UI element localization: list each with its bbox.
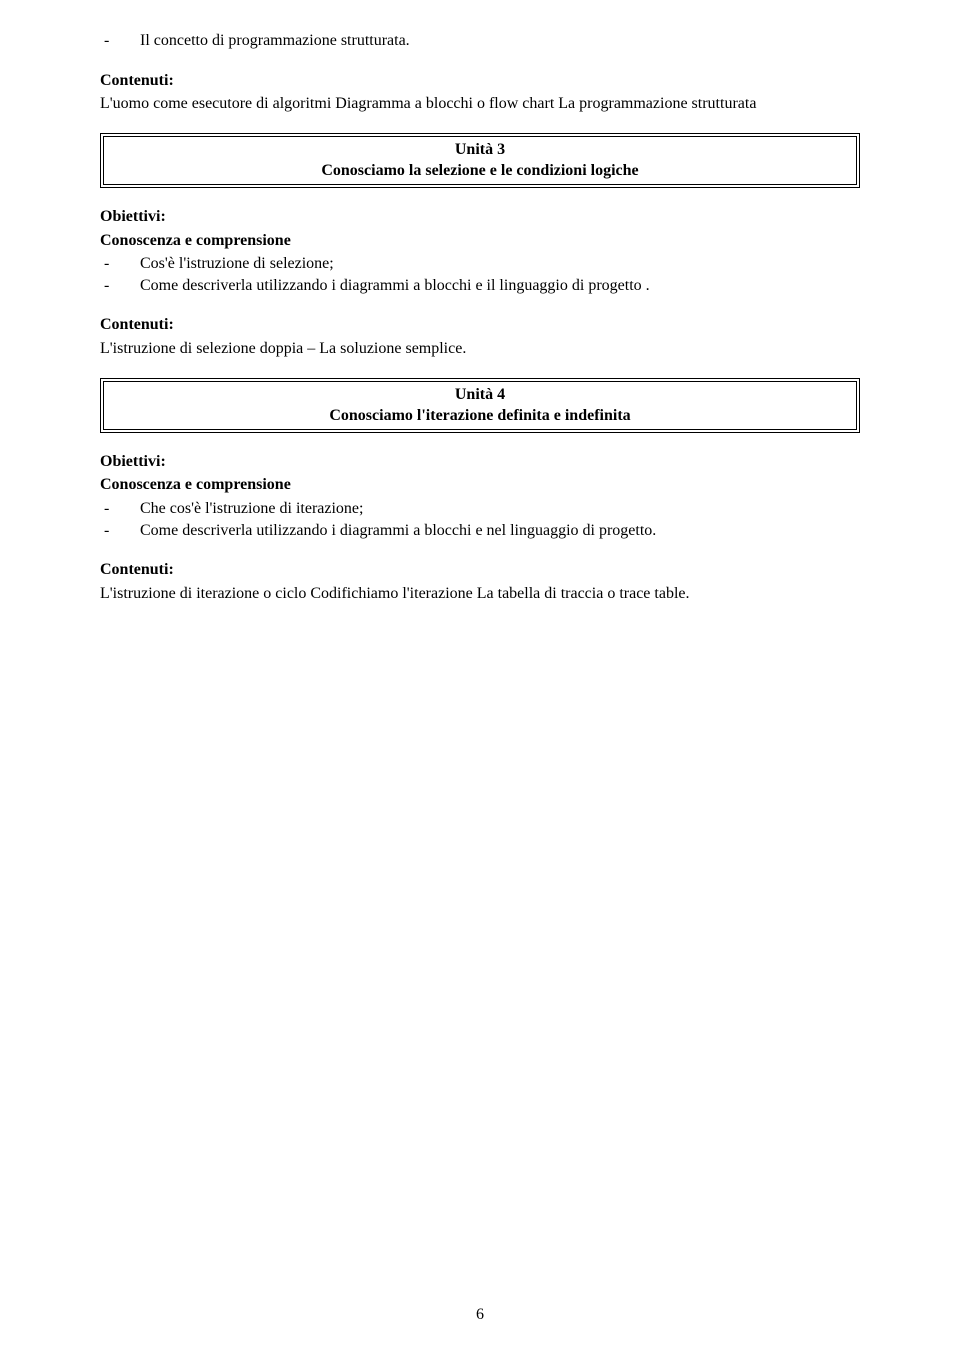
unit-title: Unità 3 <box>112 139 848 161</box>
contenuti-heading: Contenuti: <box>100 559 860 581</box>
bullet-dash: - <box>100 275 140 297</box>
bullet-text: Il concetto di programmazione strutturat… <box>140 30 860 52</box>
bullet-dash: - <box>100 253 140 275</box>
contenuti-heading: Contenuti: <box>100 70 860 92</box>
contenuti-text: L'uomo come esecutore di algoritmi Diagr… <box>100 93 860 115</box>
bullet-dash: - <box>100 520 140 542</box>
unit-subtitle: Conosciamo la selezione e le condizioni … <box>112 160 848 182</box>
bullet-item: - Come descriverla utilizzando i diagram… <box>100 520 860 542</box>
page-number: 6 <box>0 1306 960 1324</box>
bullet-text: Che cos'è l'istruzione di iterazione; <box>140 498 860 520</box>
unit-title: Unità 4 <box>112 384 848 406</box>
bullet-text: Come descriverla utilizzando i diagrammi… <box>140 275 860 297</box>
unit-box-3: Unità 3 Conosciamo la selezione e le con… <box>100 133 860 188</box>
contenuti-heading: Contenuti: <box>100 314 860 336</box>
conoscenza-heading: Conoscenza e comprensione <box>100 474 860 496</box>
bullet-item: - Come descriverla utilizzando i diagram… <box>100 275 860 297</box>
contenuti-text: L'istruzione di iterazione o ciclo Codif… <box>100 583 860 605</box>
obiettivi-heading: Obiettivi: <box>100 451 860 473</box>
bullet-text: Come descriverla utilizzando i diagrammi… <box>140 520 860 542</box>
bullet-item: - Cos'è l'istruzione di selezione; <box>100 253 860 275</box>
unit-subtitle: Conosciamo l'iterazione definita e indef… <box>112 405 848 427</box>
conoscenza-heading: Conoscenza e comprensione <box>100 230 860 252</box>
bullet-item: - Il concetto di programmazione struttur… <box>100 30 860 52</box>
obiettivi-heading: Obiettivi: <box>100 206 860 228</box>
bullet-item: - Che cos'è l'istruzione di iterazione; <box>100 498 860 520</box>
contenuti-text: L'istruzione di selezione doppia – La so… <box>100 338 860 360</box>
bullet-dash: - <box>100 30 140 52</box>
unit-box-4: Unità 4 Conosciamo l'iterazione definita… <box>100 378 860 433</box>
bullet-text: Cos'è l'istruzione di selezione; <box>140 253 860 275</box>
bullet-dash: - <box>100 498 140 520</box>
